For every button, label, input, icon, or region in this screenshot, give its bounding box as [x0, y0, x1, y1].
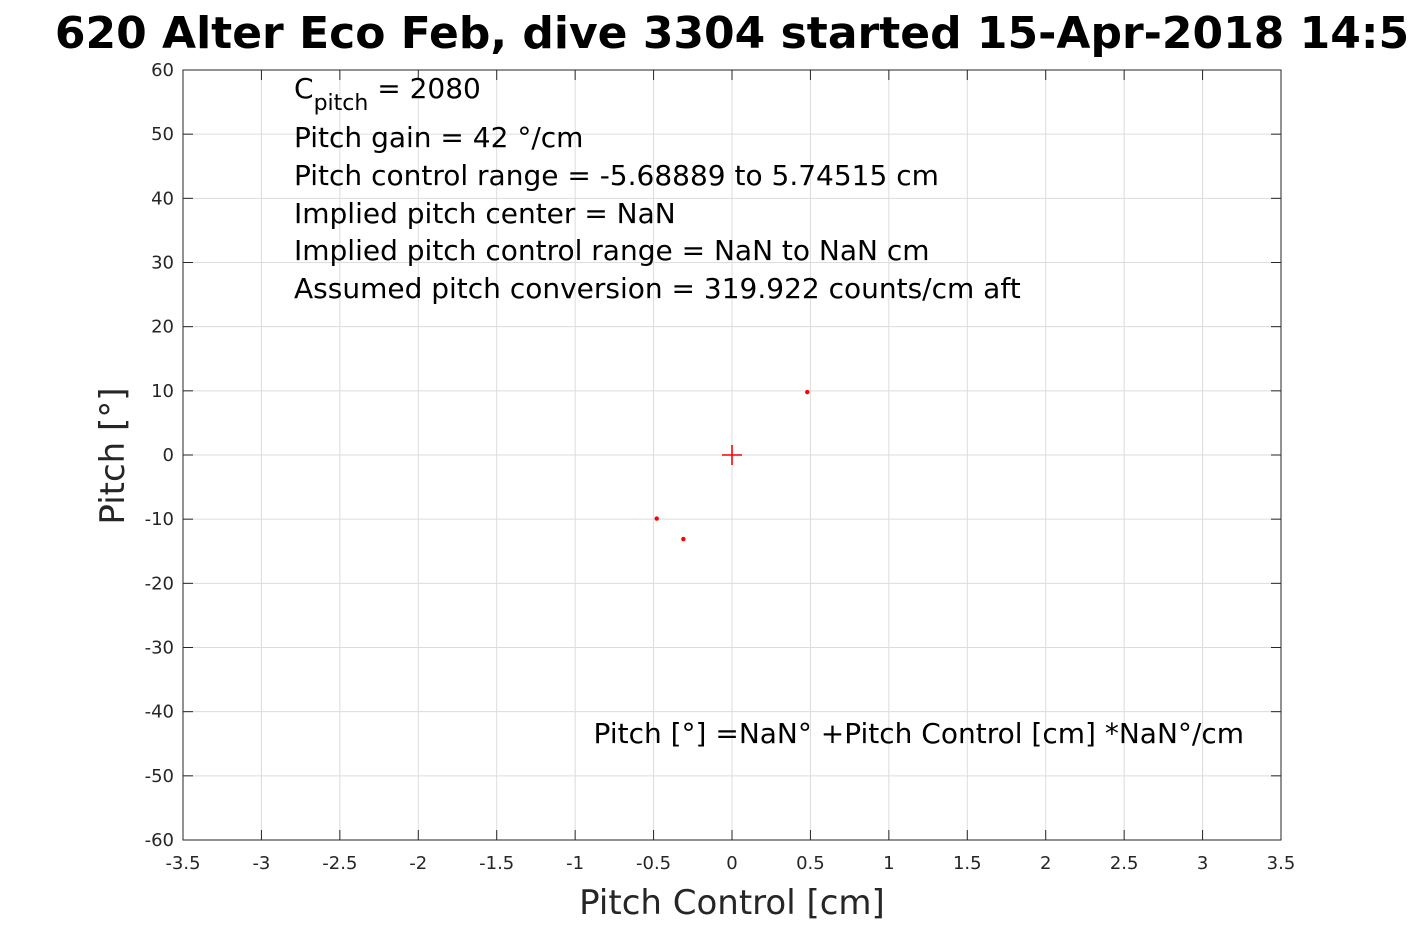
- y-tick-label: -30: [145, 638, 174, 659]
- y-tick-label: 0: [163, 445, 174, 466]
- x-tick-label: -3: [252, 853, 270, 874]
- data-point: [681, 536, 686, 542]
- cpitch-value: = 2080: [368, 72, 481, 105]
- y-tick-label: 10: [151, 381, 174, 402]
- data-point: [805, 389, 810, 395]
- x-tick-label: 0: [726, 853, 737, 874]
- x-tick-label: 3.5: [1267, 853, 1296, 874]
- y-tick-label: -40: [145, 702, 174, 723]
- y-tick-label: -10: [145, 509, 174, 530]
- annotation-pitch-control-range: Pitch control range = -5.68889 to 5.7451…: [294, 159, 939, 192]
- cpitch-symbol: C: [294, 72, 314, 105]
- x-tick-label: 0.5: [796, 853, 825, 874]
- annotation-pitch-conversion: Assumed pitch conversion = 319.922 count…: [294, 272, 1021, 305]
- axis-ticks: [182, 69, 1282, 841]
- y-tick-label: 40: [151, 188, 174, 209]
- x-tick-label: -0.5: [636, 853, 671, 874]
- data-marks: [654, 389, 810, 542]
- chart-title: 620 Alter Eco Feb, dive 3304 started 15-…: [55, 8, 1409, 59]
- cpitch-subscript: pitch: [314, 91, 369, 116]
- x-axis-label: Pitch Control [cm]: [579, 883, 885, 923]
- x-tick-label: -1: [566, 853, 584, 874]
- x-tick-label: 3: [1197, 853, 1208, 874]
- x-tick-label: -2: [409, 853, 427, 874]
- x-tick-label: -3.5: [165, 853, 200, 874]
- y-tick-label: -60: [145, 830, 174, 851]
- x-tick-label: 2.5: [1110, 853, 1139, 874]
- y-tick-label: 50: [151, 124, 174, 145]
- y-tick-label: -20: [145, 573, 174, 594]
- y-tick-label: 60: [151, 60, 174, 81]
- annotation-implied-pitch-control-range: Implied pitch control range = NaN to NaN…: [294, 234, 930, 267]
- x-tick-label: -2.5: [322, 853, 357, 874]
- y-tick-label: 30: [151, 253, 174, 274]
- grid: [182, 69, 1282, 841]
- x-tick-label: -1.5: [479, 853, 514, 874]
- y-axis-label: Pitch [°]: [93, 387, 133, 524]
- x-tick-label: 1.5: [953, 853, 982, 874]
- y-axis-tick-labels: 60 50 40 30 20 10 0 -10 -20 -30 -40 -50 -60: [145, 60, 174, 851]
- y-tick-label: -50: [145, 766, 174, 787]
- center-plus-marker: [722, 445, 742, 465]
- x-tick-label: 2: [1040, 853, 1051, 874]
- data-point: [654, 516, 659, 521]
- annotation-pitch-gain: Pitch gain = 42 °/cm: [294, 121, 583, 154]
- fit-equation: Pitch [°] =NaN° +Pitch Control [cm] *NaN…: [594, 717, 1244, 750]
- annotation-implied-pitch-center: Implied pitch center = NaN: [294, 197, 676, 230]
- x-axis-tick-labels: -3.5 -3 -2.5 -2 -1.5 -1 -0.5 0 0.5 1 1.5 2 2.5 3 3.5: [165, 853, 1295, 874]
- annotation-cpitch: Cpitch = 2080: [294, 72, 481, 116]
- y-tick-label: 20: [151, 317, 174, 338]
- x-tick-label: 1: [883, 853, 894, 874]
